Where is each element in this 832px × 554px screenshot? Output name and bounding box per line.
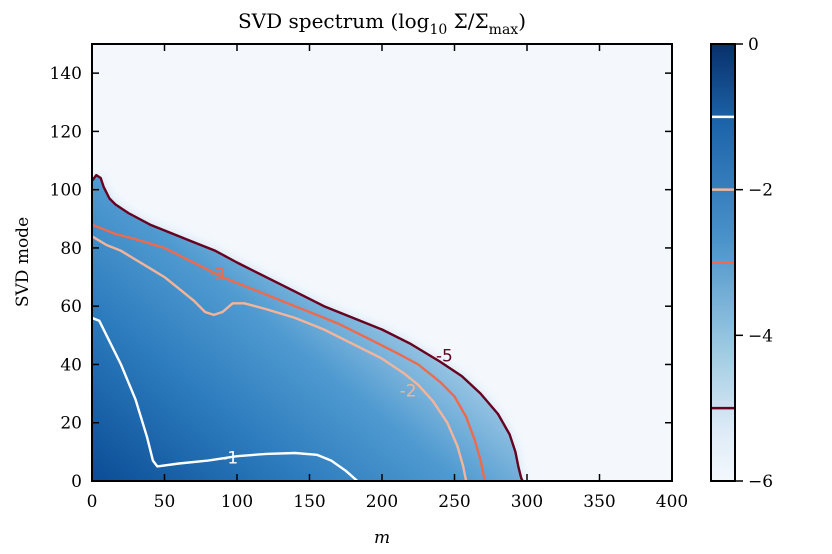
x-tick-label: 300 xyxy=(511,492,543,512)
x-tick-label: 150 xyxy=(293,492,325,512)
colorbar-frame xyxy=(710,43,736,482)
contour-labels: -1 -2 -3 -5 xyxy=(208,265,453,469)
heatmap-region xyxy=(92,175,523,481)
y-tick-label: 20 xyxy=(60,414,82,434)
x-tick-label: 0 xyxy=(87,492,98,512)
contour-line xyxy=(92,235,468,481)
y-tick-label: 60 xyxy=(60,297,82,317)
colorbar-tick-label: 0 xyxy=(748,35,759,55)
y-tick-label: 80 xyxy=(60,239,82,259)
y-axis: 0 20 40 60 80 100 120 140 xyxy=(50,64,672,492)
x-axis: 0 50 100 150 200 250 300 350 400 xyxy=(87,44,688,512)
x-tick-label: 50 xyxy=(154,492,176,512)
contour-label: -1 xyxy=(221,449,238,469)
x-tick-label: 250 xyxy=(438,492,470,512)
contour-label: -5 xyxy=(436,347,453,367)
x-tick-label: 400 xyxy=(656,492,688,512)
x-axis-label: m xyxy=(374,528,390,548)
y-tick-label: 140 xyxy=(50,64,82,84)
contour-label: -3 xyxy=(208,265,225,285)
x-tick-label: 350 xyxy=(583,492,615,512)
y-axis-label: SVD mode xyxy=(13,217,33,307)
y-tick-label: 120 xyxy=(50,122,82,142)
contour-line xyxy=(92,316,359,481)
y-tick-label: 0 xyxy=(71,472,82,492)
contour-label: -2 xyxy=(400,382,417,402)
colorbar-ticks: 0 −2 −4 −6 xyxy=(735,35,773,492)
x-tick-label: 100 xyxy=(221,492,253,512)
y-tick-label: 40 xyxy=(60,355,82,375)
y-tick-label: 100 xyxy=(50,181,82,201)
colorbar-tick-label: −6 xyxy=(748,472,773,492)
chart-title: SVD spectrum (log10 Σ/Σmax) xyxy=(238,9,526,38)
contour-line xyxy=(92,223,487,481)
colorbar-tick-label: −4 xyxy=(748,326,773,346)
colorbar-contour-marks xyxy=(711,115,735,410)
plot-area: -1 -2 -3 -5 xyxy=(92,44,672,481)
colorbar-tick-label: −2 xyxy=(748,181,773,201)
x-tick-label: 200 xyxy=(366,492,398,512)
contour-line xyxy=(92,173,524,481)
colorbar: 0 −2 −4 −6 xyxy=(710,35,773,492)
contour-lines xyxy=(92,173,524,481)
